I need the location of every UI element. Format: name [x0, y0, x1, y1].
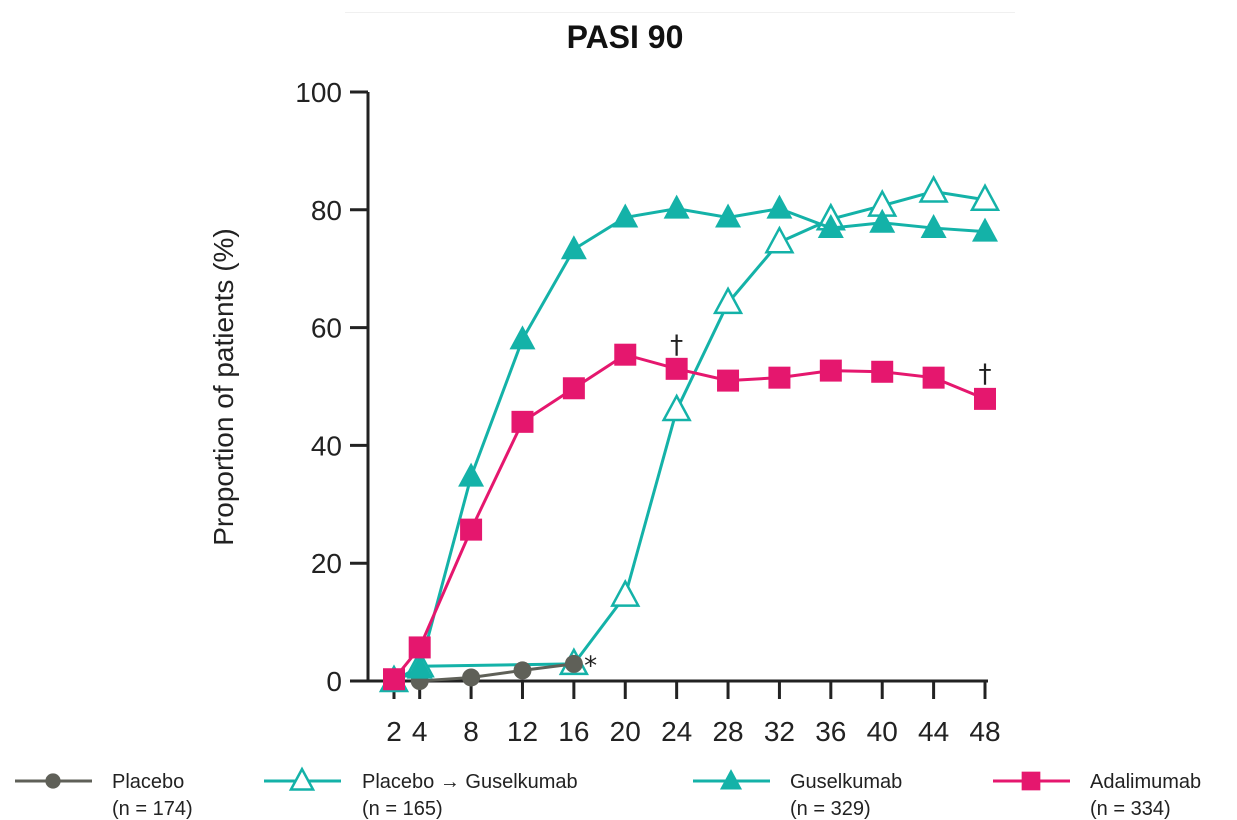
data-point-40 — [869, 208, 896, 233]
data-point-4 — [408, 636, 431, 659]
data-point-28 — [712, 286, 744, 315]
chart-title: PASI 90 — [567, 19, 684, 55]
x-tick-label-44: 44 — [918, 716, 949, 747]
data-point-8 — [460, 518, 483, 541]
legend-item-1: Placebo → Guselkumab (n = 165) — [264, 766, 578, 820]
legend-label: Guselkumab — [790, 771, 902, 793]
x-tick-label-8: 8 — [463, 716, 479, 747]
data-point-28 — [715, 203, 742, 228]
data-point-16 — [564, 654, 583, 673]
data-point-12 — [513, 661, 532, 680]
data-point-32 — [766, 194, 793, 219]
legend-marker — [288, 766, 316, 791]
x-tick-label-48: 48 — [969, 716, 1000, 747]
legend-label: Placebo — [112, 771, 184, 793]
series-line — [393, 190, 986, 683]
data-point-16 — [562, 377, 585, 400]
data-point-24 — [663, 194, 690, 219]
data-point-28 — [717, 369, 740, 392]
legend-n: (n = 329) — [790, 798, 871, 820]
data-point-32 — [768, 366, 791, 389]
y-tick-label-80: 80 — [311, 195, 342, 226]
series-adalimumab — [383, 343, 996, 691]
x-tick-label-40: 40 — [867, 716, 898, 747]
data-point-40 — [871, 360, 894, 383]
series-line — [392, 353, 986, 681]
y-axis-title: Proportion of patients (%) — [208, 228, 239, 546]
data-point-44 — [922, 366, 945, 389]
x-tick-label-32: 32 — [764, 716, 795, 747]
data-point-48 — [969, 183, 1001, 212]
annotation-2: † — [979, 360, 992, 390]
x-tick-label-2: 2 — [386, 716, 402, 747]
y-tick-label-0: 0 — [326, 666, 342, 697]
data-point-44 — [920, 214, 947, 239]
x-tick-label-12: 12 — [507, 716, 538, 747]
legend-marker — [45, 773, 61, 789]
data-point-20 — [610, 578, 641, 607]
top-rule — [345, 12, 1015, 13]
data-point-36 — [817, 214, 844, 239]
legend-marker — [719, 769, 743, 790]
data-point-20 — [612, 203, 639, 228]
data-point-48 — [974, 387, 996, 410]
data-point-12 — [509, 325, 536, 350]
y-tick-label-40: 40 — [311, 430, 342, 461]
series-layer — [378, 174, 1001, 693]
data-point-8 — [462, 668, 481, 687]
legend-label: Placebo → Guselkumab — [362, 771, 578, 793]
data-point-20 — [614, 343, 637, 366]
x-tick-label-16: 16 — [558, 716, 589, 747]
legend-item-3: Adalimumab (n = 334) — [993, 771, 1201, 820]
annotation-1: † — [670, 330, 683, 360]
series-line — [419, 662, 575, 683]
data-point-8 — [458, 462, 485, 487]
data-point-2 — [383, 668, 405, 691]
annotation-0: * — [584, 651, 597, 681]
series-line — [393, 207, 986, 683]
series-placebo-guselkumab — [378, 174, 1001, 693]
data-point-16 — [560, 235, 587, 260]
data-point-12 — [511, 410, 534, 433]
series-placebo — [410, 654, 583, 690]
legend-item-0: Placebo (n = 174) — [15, 771, 193, 820]
x-tick-label-20: 20 — [610, 716, 641, 747]
x-tick-label-36: 36 — [815, 716, 846, 747]
annotations: * † † — [584, 330, 991, 681]
x-tick-label-4: 4 — [412, 716, 428, 747]
series-guselkumab — [381, 194, 998, 691]
data-point-36 — [819, 359, 842, 382]
y-tick-label-60: 60 — [311, 313, 342, 344]
data-point-44 — [918, 174, 949, 203]
data-point-32 — [764, 225, 795, 254]
data-point-4 — [406, 654, 433, 679]
legend: Placebo (n = 174) Placebo → Guselkumab (n =… — [15, 766, 1201, 820]
x-tick-label-24: 24 — [661, 716, 692, 747]
y-tick-label-20: 20 — [311, 548, 342, 579]
data-point-24 — [665, 357, 688, 380]
data-point-24 — [661, 393, 692, 422]
legend-marker — [1021, 771, 1041, 791]
legend-n: (n = 334) — [1090, 798, 1171, 820]
y-tick-label-100: 100 — [295, 77, 342, 108]
data-point-48 — [972, 217, 998, 242]
legend-label: Adalimumab — [1090, 771, 1201, 793]
x-tick-label-28: 28 — [712, 716, 743, 747]
legend-n: (n = 174) — [112, 798, 193, 820]
legend-n: (n = 165) — [362, 798, 443, 820]
legend-item-2: Guselkumab (n = 329) — [693, 769, 902, 820]
